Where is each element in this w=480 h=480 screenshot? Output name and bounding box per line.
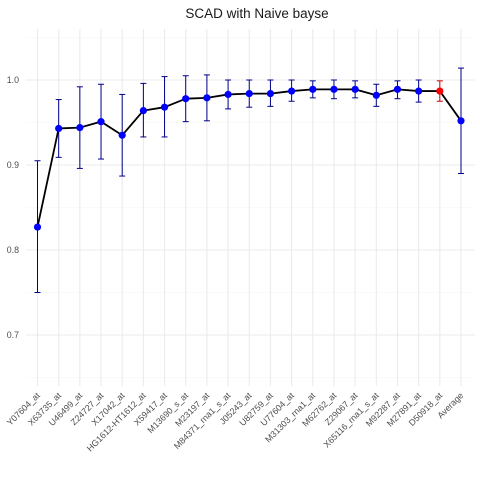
data-point xyxy=(182,95,189,102)
data-point xyxy=(415,87,422,94)
data-point xyxy=(267,90,274,97)
y-tick-label: 0.7 xyxy=(7,330,19,340)
data-point xyxy=(161,104,168,111)
data-point xyxy=(97,118,104,125)
data-point xyxy=(119,132,126,139)
y-tick-label: 1.0 xyxy=(7,75,19,85)
data-point xyxy=(203,94,210,101)
data-point xyxy=(34,223,41,230)
data-point xyxy=(224,91,231,98)
chart-title: SCAD with Naive bayse xyxy=(185,6,328,21)
data-point xyxy=(140,107,147,114)
y-tick-label: 0.9 xyxy=(7,160,19,170)
data-point xyxy=(394,86,401,93)
data-point xyxy=(457,117,464,124)
data-point xyxy=(330,86,337,93)
data-point xyxy=(246,90,253,97)
data-point xyxy=(288,87,295,94)
data-point xyxy=(373,92,380,99)
y-tick-label: 0.8 xyxy=(7,245,19,255)
data-point xyxy=(76,124,83,131)
data-point xyxy=(352,86,359,93)
data-point-highlight xyxy=(436,87,443,94)
data-point xyxy=(55,125,62,132)
data-point xyxy=(309,86,316,93)
